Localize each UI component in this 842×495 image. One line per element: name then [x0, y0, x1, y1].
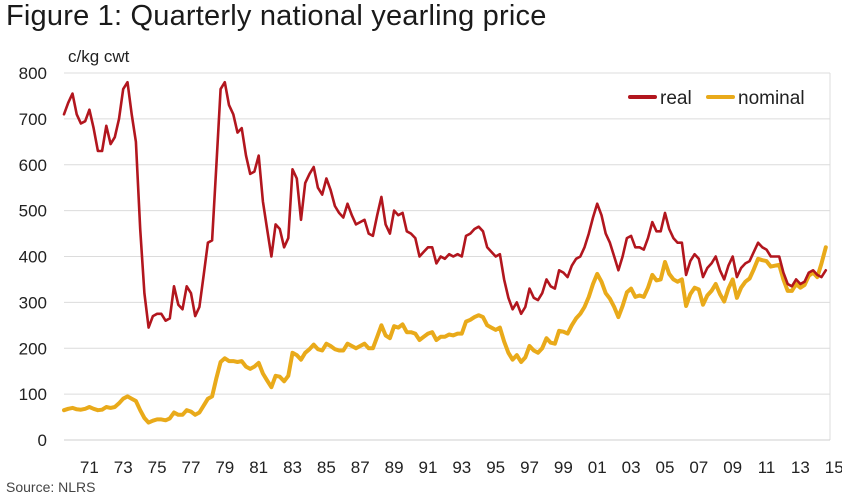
x-tick-label: 79 — [215, 458, 234, 477]
y-tick-label: 200 — [19, 339, 47, 358]
series-lines — [62, 80, 828, 425]
x-tick-label: 85 — [317, 458, 336, 477]
x-tick-label: 81 — [249, 458, 268, 477]
legend: real nominal — [628, 88, 805, 109]
x-tick-label: 77 — [182, 458, 201, 477]
y-tick-label: 400 — [19, 248, 47, 267]
x-tick-label: 07 — [689, 458, 708, 477]
x-tick-label: 11 — [758, 458, 776, 477]
y-tick-label: 800 — [19, 64, 47, 83]
y-tick-label: 100 — [19, 385, 47, 404]
x-tick-label: 91 — [418, 458, 437, 477]
x-tick-label: 97 — [520, 458, 539, 477]
x-tick-label: 13 — [791, 458, 810, 477]
x-tick-label: 73 — [114, 458, 133, 477]
y-tick-label: 0 — [38, 431, 47, 450]
series-line-real — [62, 80, 828, 329]
y-axis-label: c/kg cwt — [68, 47, 130, 66]
x-tick-label: 03 — [622, 458, 641, 477]
x-tick-label: 75 — [148, 458, 167, 477]
y-tick-label: 700 — [19, 110, 47, 129]
legend-label-real: real — [660, 88, 692, 109]
x-tick-label: 89 — [385, 458, 404, 477]
chart-title: Figure 1: Quarterly national yearling pr… — [6, 0, 547, 32]
y-tick-label: 300 — [19, 293, 47, 312]
x-tick-label: 01 — [588, 458, 607, 477]
x-tick-label: 87 — [351, 458, 370, 477]
x-tick-label: 95 — [486, 458, 505, 477]
axes: 0 100 200 300 400 500 600 700 800 71 73 75 77 79 81 83 8… — [19, 64, 842, 477]
y-tick-label: 500 — [19, 202, 47, 221]
x-tick-label: 15 — [825, 458, 842, 477]
x-tick-label: 05 — [655, 458, 674, 477]
x-tick-label: 83 — [283, 458, 302, 477]
x-tick-label: 93 — [452, 458, 471, 477]
y-tick-label: 600 — [19, 156, 47, 175]
legend-label-nominal: nominal — [738, 88, 805, 109]
x-tick-label: 99 — [554, 458, 573, 477]
x-tick-label: 09 — [723, 458, 742, 477]
x-tick-label: 71 — [80, 458, 99, 477]
source-note: Source: NLRS — [6, 479, 96, 495]
series-line-nominal — [62, 245, 828, 425]
